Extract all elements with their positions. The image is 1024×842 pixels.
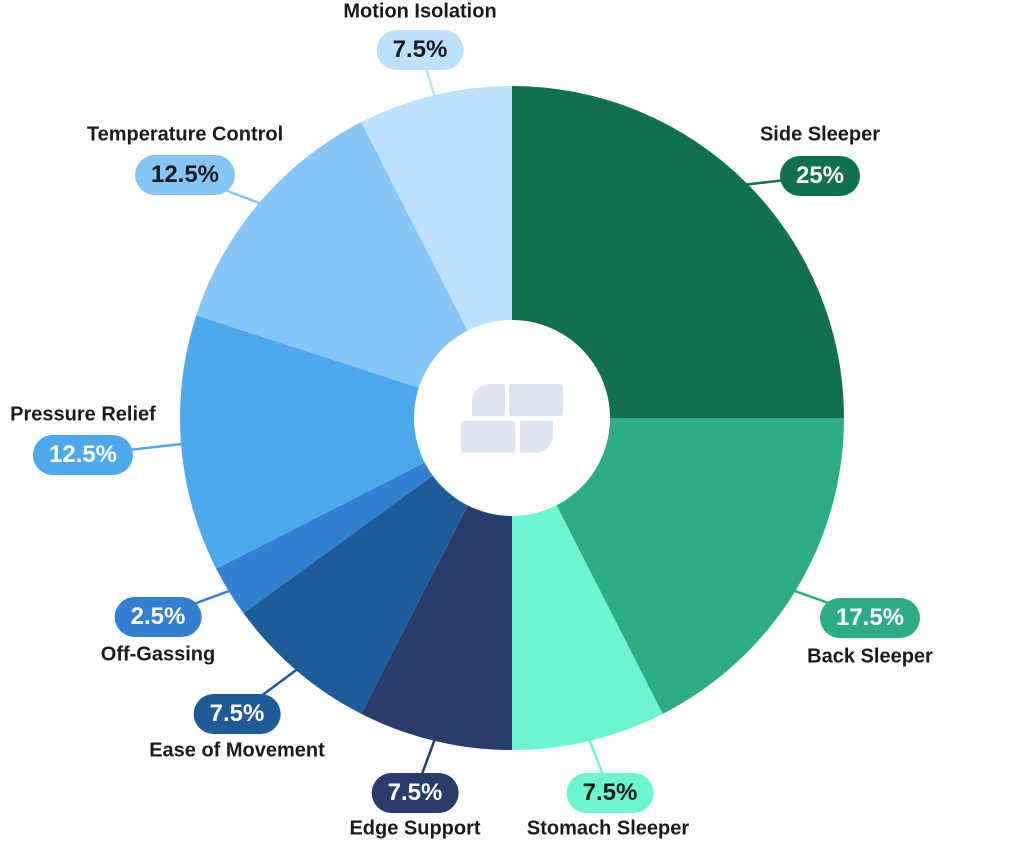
data-label: 7.5% <box>376 30 464 70</box>
donut-hole <box>414 320 610 516</box>
slice-side-sleeper <box>512 86 844 418</box>
data-label: 12.5% <box>134 155 236 195</box>
slice-pressure-relief <box>179 315 512 569</box>
category-label: Stomach Sleeper <box>526 817 690 840</box>
data-label: 7.5% <box>371 773 459 813</box>
slice-temperature-control <box>196 122 512 418</box>
data-label: 7.5% <box>193 694 281 734</box>
data-label: 25% <box>779 156 861 196</box>
category-label: Off-Gassing <box>100 643 216 666</box>
data-label: 17.5% <box>819 598 921 638</box>
category-label: Pressure Relief <box>10 403 156 426</box>
category-label: Motion Isolation <box>343 0 497 23</box>
data-label: 7.5% <box>566 773 654 813</box>
slice-ease-of-movement <box>243 418 512 714</box>
category-label: Side Sleeper <box>759 123 881 146</box>
data-label: 2.5% <box>114 597 202 637</box>
slice-back-sleeper <box>512 418 844 714</box>
category-label: Temperature Control <box>86 123 284 146</box>
category-label: Edge Support <box>349 817 481 840</box>
category-label: Ease of Movement <box>149 739 325 762</box>
brand-logo-icon <box>461 384 563 453</box>
data-label: 12.5% <box>32 435 134 475</box>
category-label: Back Sleeper <box>807 645 933 668</box>
